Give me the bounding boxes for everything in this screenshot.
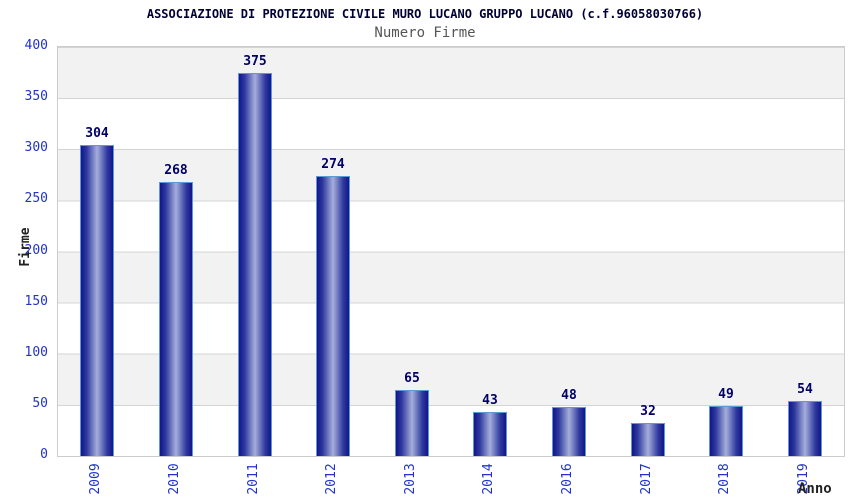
x-axis-label: Anno (798, 481, 832, 497)
bar-2012 (316, 176, 350, 456)
xtick-2016: 2016 (559, 463, 575, 495)
ytick-250: 250 (24, 191, 48, 207)
bar-value-2018: 49 (718, 387, 734, 402)
xtick-2010: 2010 (166, 463, 182, 495)
xtick-2013: 2013 (402, 463, 418, 495)
ytick-100: 100 (24, 344, 48, 360)
xtick-2009: 2009 (88, 463, 104, 495)
ytick-400: 400 (24, 38, 48, 53)
bar-value-2013: 65 (404, 371, 420, 386)
bar-value-2012: 274 (321, 157, 345, 172)
xtick-2017: 2017 (638, 463, 654, 495)
bar-2010 (159, 182, 193, 456)
bar-value-2019: 54 (797, 382, 813, 397)
plot-area: 304 268 375 274 65 43 48 32 49 54 (57, 46, 845, 457)
bar-2016 (552, 407, 586, 456)
xtick-2014: 2014 (481, 463, 497, 495)
xtick-2011: 2011 (245, 463, 261, 495)
bar-2009 (80, 145, 114, 456)
ytick-0: 0 (40, 447, 48, 462)
y-axis-label: Firme (18, 227, 33, 267)
bar-value-2014: 43 (482, 393, 498, 408)
bar-value-2016: 48 (561, 388, 577, 403)
bar-2011 (238, 73, 272, 456)
bar-2013 (395, 390, 429, 456)
xtick-2012: 2012 (324, 463, 340, 495)
bar-value-2011: 375 (243, 54, 267, 69)
bar-value-2010: 268 (164, 163, 188, 178)
bar-value-2009: 304 (85, 126, 109, 141)
chart-subtitle: Numero Firme (374, 25, 476, 41)
xtick-2018: 2018 (717, 463, 733, 495)
bar-2014 (473, 412, 507, 456)
ytick-200: 200 (24, 242, 48, 258)
ytick-350: 350 (24, 89, 48, 105)
ytick-50: 50 (32, 395, 48, 411)
ytick-300: 300 (24, 140, 48, 156)
ytick-150: 150 (24, 293, 48, 309)
bar-2018 (709, 406, 743, 456)
bar-value-2017: 32 (640, 404, 656, 419)
bar-2019 (788, 401, 822, 456)
bar-2017 (631, 423, 665, 456)
chart-title: ASSOCIAZIONE DI PROTEZIONE CIVILE MURO L… (146, 7, 704, 21)
